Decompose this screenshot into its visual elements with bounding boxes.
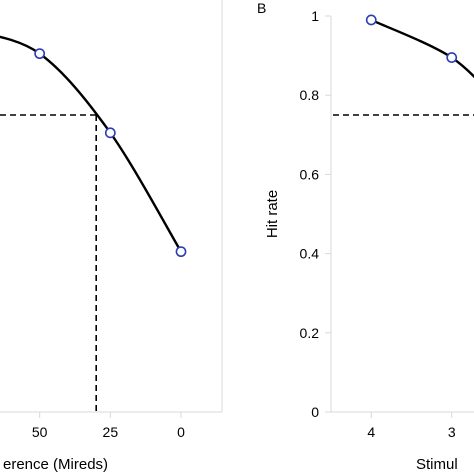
panel-b-label: B [257, 0, 266, 16]
panel-a: 50 25 0 erence (Mireds) [0, 0, 223, 473]
panel-a-data-point [175, 246, 187, 258]
panel-b-y-tick-label: 0.8 [300, 87, 320, 103]
panel-b-x-axis-label: Stimul [416, 456, 458, 473]
panel-a-x-axis-label: erence (Mireds) [3, 456, 108, 473]
panel-b-y-tick-label: 1 [311, 8, 319, 24]
panel-b-x-tick-label: 4 [367, 424, 375, 440]
panel-b-x-tick-label: 3 [448, 424, 456, 440]
panel-b-y-tick-label: 0.6 [300, 166, 320, 182]
panel-a-data-point [34, 48, 46, 60]
panel-b-data-point [365, 14, 377, 26]
panel-a-fit-curve [0, 35, 183, 253]
panel-b-data-point [446, 52, 458, 63]
panel-b-y-tick-label: 0.4 [300, 246, 320, 262]
panel-a-x-tick-label: 25 [103, 424, 119, 440]
panel-a-x-tick-label: 50 [32, 424, 48, 440]
panel-a-data-points [34, 48, 187, 258]
panel-a-x-tick-label: 0 [177, 424, 185, 440]
panel-b-y-tick-label: 0.2 [300, 325, 320, 341]
panel-b-y-ticks: 0 0.2 0.4 0.6 0.8 1 [300, 8, 331, 420]
panel-b-fit-curve [370, 18, 474, 79]
panel-b-y-tick-label: 0 [311, 404, 319, 420]
panel-b-y-axis-label: Hit rate [264, 190, 281, 238]
panel-a-data-point [104, 127, 116, 139]
panel-b-data-points [365, 14, 458, 63]
panel-a-x-ticks: 50 25 0 [32, 412, 185, 440]
